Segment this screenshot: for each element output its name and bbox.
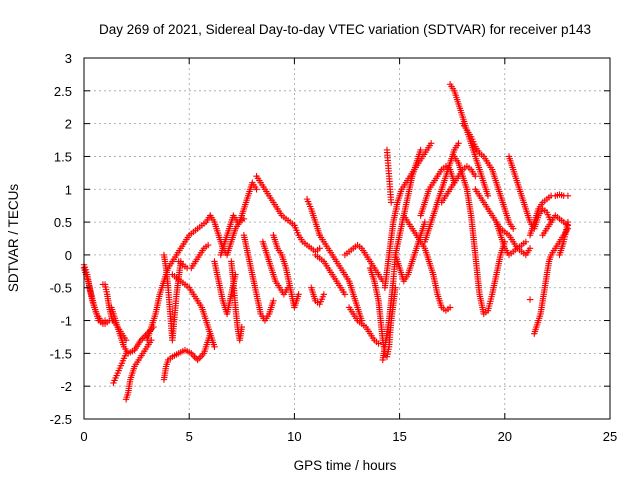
- data-point: [421, 218, 429, 226]
- data-point: [238, 323, 245, 331]
- y-tick-label: 2.5: [54, 84, 72, 99]
- data-point: [510, 225, 517, 232]
- data-point: [427, 140, 435, 147]
- data-point: [375, 340, 382, 347]
- y-tick-label: -0.5: [50, 281, 72, 296]
- data-point: [99, 320, 107, 328]
- y-tick-label: -2: [60, 379, 72, 394]
- data-point: [564, 218, 572, 226]
- x-tick-label: 0: [80, 429, 87, 444]
- x-tick-labels: 0 5 10 15 20 25: [80, 429, 617, 444]
- data-point: [526, 245, 534, 252]
- data-point: [455, 140, 462, 147]
- x-tick-label: 15: [392, 429, 406, 444]
- data-point: [484, 192, 492, 200]
- x-axis-label: GPS time / hours: [294, 458, 397, 473]
- data-point: [270, 297, 277, 305]
- y-tick-label: 2: [65, 117, 72, 132]
- y-tick-label: -1.5: [50, 346, 72, 361]
- data-point: [522, 238, 530, 245]
- data-point: [341, 291, 349, 298]
- y-tick-label: -1: [60, 314, 72, 329]
- x-tick-label: 20: [498, 429, 512, 444]
- y-tick-label: -2.5: [50, 412, 72, 427]
- y-tick-label: 0.5: [54, 215, 72, 230]
- data-point: [446, 304, 454, 311]
- y-tick-labels: -2.5 -2 -1.5 -1 -0.5 0 0.5 1 1.5 2 2.5 3: [50, 51, 72, 427]
- y-tick-label: 1.5: [54, 149, 72, 164]
- plot-frame: [83, 57, 611, 420]
- data-marks: [80, 81, 572, 403]
- data-point: [417, 146, 424, 154]
- data-point: [526, 296, 534, 303]
- data-point: [253, 186, 260, 193]
- data-point: [211, 343, 218, 350]
- y-tick-label: 1: [65, 182, 72, 197]
- data-point: [204, 241, 212, 249]
- x-tick-label: 5: [186, 429, 193, 444]
- data-point: [295, 291, 302, 298]
- data-point: [316, 245, 323, 252]
- data-point: [320, 291, 328, 298]
- data-point: [101, 317, 109, 324]
- data-point: [240, 215, 248, 223]
- chart-title: Day 269 of 2021, Sidereal Day-to-day VTE…: [99, 22, 591, 37]
- axis-ticks: [83, 57, 611, 420]
- data-point: [564, 192, 572, 200]
- y-tick-label: 3: [65, 51, 72, 66]
- x-tick-label: 10: [287, 429, 301, 444]
- x-tick-label: 25: [603, 429, 617, 444]
- y-axis-label: SDTVAR / TECUs: [6, 184, 21, 293]
- data-point: [472, 172, 479, 180]
- y-tick-label: 0: [65, 248, 72, 263]
- data-point: [387, 199, 395, 206]
- data-point: [122, 350, 130, 357]
